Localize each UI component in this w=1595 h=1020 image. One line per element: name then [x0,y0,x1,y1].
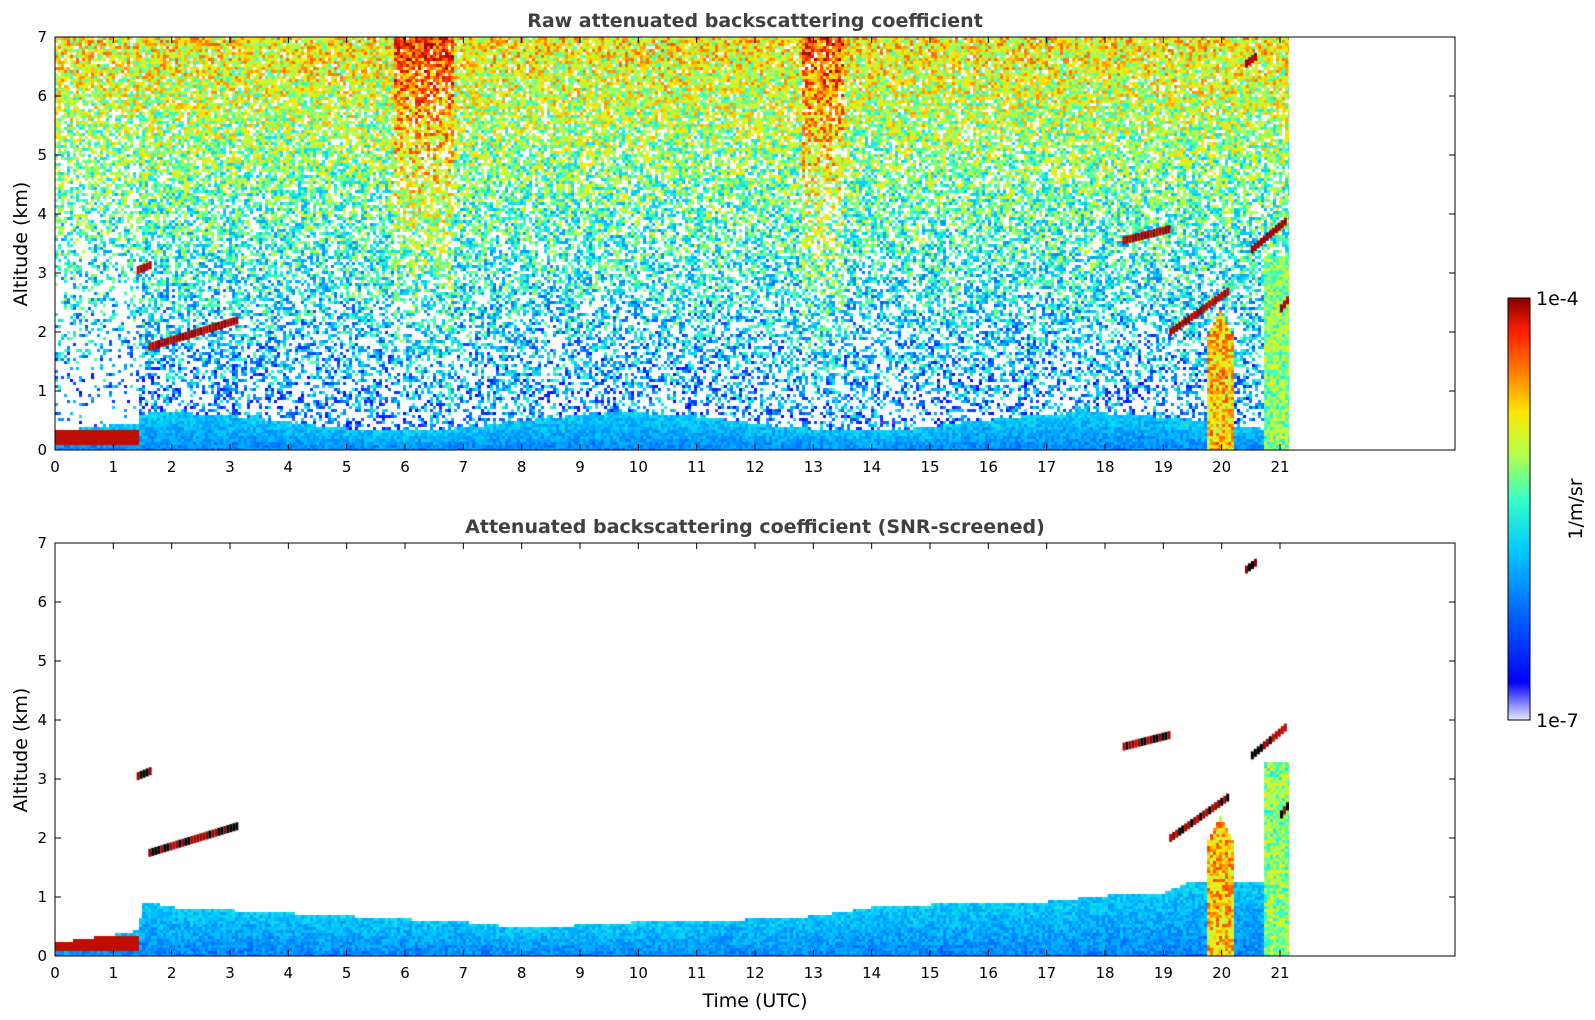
y-tick-label: 2 [37,829,47,847]
x-tick-label: 10 [629,964,648,982]
y-tick-label: 6 [37,87,47,105]
y-tick-label: 1 [37,382,47,400]
panel-raw: Raw attenuated backscattering coefficien… [10,10,1456,476]
x-tick-label: 15 [920,964,939,982]
x-tick-label: 15 [920,458,939,476]
colorbar-min-label: 1e-7 [1536,710,1579,732]
panel-screened-heatmap [55,543,1289,956]
x-tick-label: 11 [687,458,706,476]
x-tick-label: 7 [459,964,469,982]
panel-screened-title: Attenuated backscattering coefficient (S… [465,516,1045,538]
colorbar-gradient [1507,297,1531,721]
x-tick-label: 9 [575,964,585,982]
x-tick-label: 12 [745,458,764,476]
x-tick-label: 4 [284,964,294,982]
y-tick-label: 0 [37,947,47,965]
y-tick-label: 5 [37,146,47,164]
y-tick-label: 4 [37,205,47,223]
y-tick-label: 0 [37,441,47,459]
y-tick-label: 1 [37,888,47,906]
x-tick-label: 8 [517,964,527,982]
x-tick-label: 13 [804,964,823,982]
x-tick-label: 0 [50,458,60,476]
x-tick-label: 19 [1154,964,1173,982]
colorbar: 1e-4 1e-7 1/m/sr [1507,288,1587,732]
x-tick-label: 14 [862,458,881,476]
colorbar-max-label: 1e-4 [1536,288,1579,310]
x-tick-label: 6 [400,458,410,476]
colorbar-unit-label: 1/m/sr [1565,478,1587,539]
x-tick-label: 14 [862,964,881,982]
x-tick-label: 19 [1154,458,1173,476]
panel-raw-y-axis: 0 1 2 3 4 5 6 7 [37,28,1455,459]
y-tick-label: 2 [37,323,47,341]
panel-screened-xlabel: Time (UTC) [701,990,807,1012]
x-tick-label: 1 [109,964,119,982]
y-tick-label: 7 [37,534,47,552]
x-tick-label: 20 [1212,964,1231,982]
panel-raw-ylabel: Altitude (km) [10,182,32,307]
screened-backscatter-image [55,543,1289,956]
x-tick-label: 1 [109,458,119,476]
x-tick-label: 17 [1037,458,1056,476]
x-tick-label: 20 [1212,458,1231,476]
x-tick-label: 6 [400,964,410,982]
y-tick-label: 5 [37,652,47,670]
x-tick-label: 0 [50,964,60,982]
x-tick-label: 2 [167,964,177,982]
x-tick-label: 21 [1270,458,1289,476]
panel-screened: Attenuated backscattering coefficient (S… [10,516,1456,1012]
panel-raw-x-axis: 0 1 2 3 4 5 6 7 8 9 10 11 12 13 14 15 16 17 18 19 20 21 [50,37,1290,476]
x-tick-label: 7 [459,458,469,476]
x-tick-label: 2 [167,458,177,476]
x-tick-label: 12 [745,964,764,982]
panel-screened-x-axis: 0 1 2 3 4 5 6 7 8 9 10 11 12 13 14 15 16 17 18 19 20 21 [50,543,1290,982]
x-tick-label: 18 [1095,458,1114,476]
panel-screened-y-axis: 0 1 2 3 4 5 6 7 [37,534,1455,965]
y-tick-label: 7 [37,28,47,46]
x-tick-label: 21 [1270,964,1289,982]
x-tick-label: 16 [979,458,998,476]
panel-raw-title: Raw attenuated backscattering coefficien… [527,10,983,32]
y-tick-label: 6 [37,593,47,611]
x-tick-label: 5 [342,964,352,982]
x-tick-label: 3 [225,458,235,476]
y-tick-label: 3 [37,264,47,282]
x-tick-label: 17 [1037,964,1056,982]
y-tick-label: 4 [37,711,47,729]
y-tick-label: 3 [37,770,47,788]
x-tick-label: 13 [804,458,823,476]
x-tick-label: 10 [629,458,648,476]
x-tick-label: 3 [225,964,235,982]
x-tick-label: 9 [575,458,585,476]
x-tick-label: 18 [1095,964,1114,982]
x-tick-label: 11 [687,964,706,982]
x-tick-label: 5 [342,458,352,476]
panel-raw-heatmap [55,37,1289,450]
x-tick-label: 8 [517,458,527,476]
x-tick-label: 4 [284,458,294,476]
raw-backscatter-image [55,37,1289,450]
x-tick-label: 16 [979,964,998,982]
panel-screened-ylabel: Altitude (km) [10,688,32,813]
